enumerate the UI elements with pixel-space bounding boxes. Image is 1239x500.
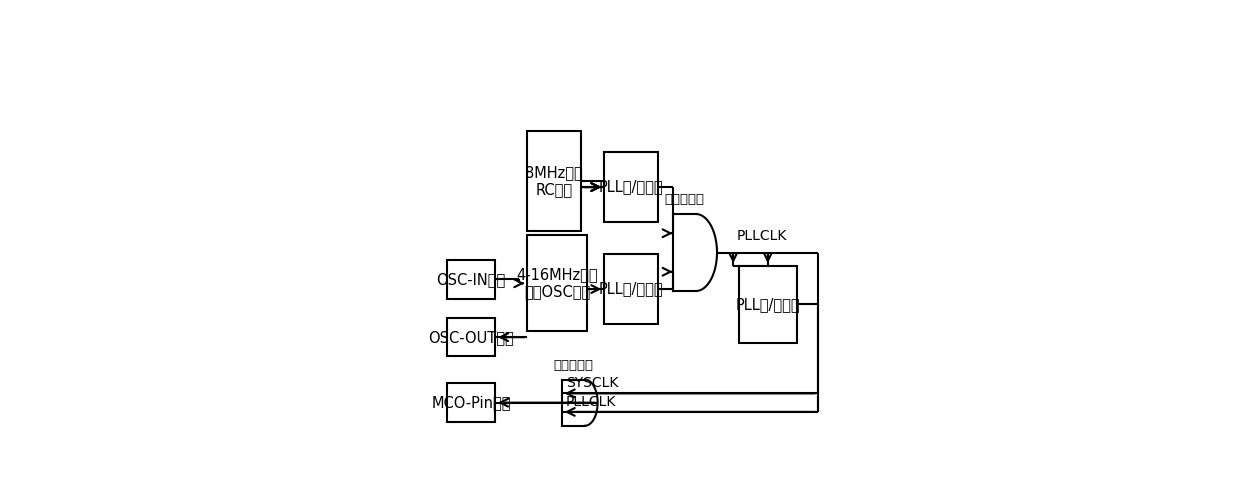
Text: MCO-Pin引脚: MCO-Pin引脚 [431,395,510,410]
Bar [447,384,496,422]
Text: 4-16MHz内部
外部OSC时钟: 4-16MHz内部 外部OSC时钟 [517,267,598,300]
Text: PLL分/倍频器: PLL分/倍频器 [598,282,663,296]
Text: 8MHz内部
RC时钟: 8MHz内部 RC时钟 [525,165,584,198]
Text: PLL分/倍频器: PLL分/倍频器 [736,297,800,312]
Text: SYSCLK: SYSCLK [566,376,618,390]
Text: OSC-OUT引脚: OSC-OUT引脚 [429,330,514,344]
Text: 时钟选择器: 时钟选择器 [554,359,593,372]
Text: 时钟选择器: 时钟选择器 [664,194,704,206]
Bar [605,152,658,222]
Text: PLLCLK: PLLCLK [737,229,788,243]
Bar [527,235,587,332]
Bar [527,131,581,232]
Text: PLLCLK: PLLCLK [566,395,616,409]
Bar [447,318,496,356]
Text: PLL分/倍频器: PLL分/倍频器 [598,180,663,194]
Bar [738,266,797,343]
Text: OSC-IN引脚: OSC-IN引脚 [436,272,506,287]
Bar [605,254,658,324]
Bar [447,260,496,298]
